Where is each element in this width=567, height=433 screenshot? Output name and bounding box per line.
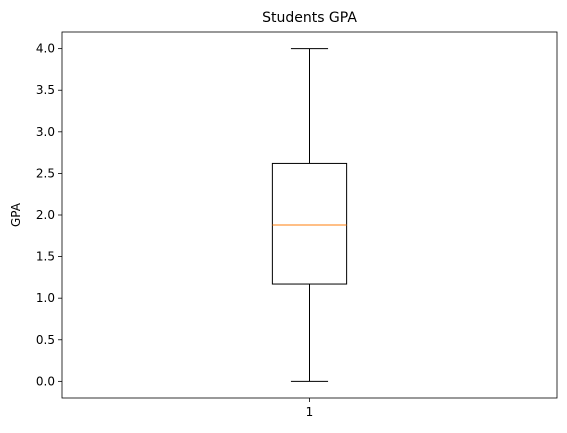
y-axis: 0.0 0.5 1.0 1.5 2.0 2.5 3.0 3.5 4.0 [36,42,62,388]
plot-area [271,48,348,382]
y-tick-label: 0.5 [36,333,55,347]
y-tick-label: 2.5 [36,166,55,180]
x-axis: 1 [306,398,314,419]
x-tick-label: 1 [306,405,314,419]
y-axis-label: GPA [9,202,23,227]
y-tick-label: 1.5 [36,250,55,264]
y-tick-label: 3.5 [36,83,55,97]
y-tick-label: 4.0 [36,42,55,56]
box-iqr [271,162,348,285]
y-tick-label: 1.0 [36,291,55,305]
chart-title: Students GPA [262,10,357,26]
box-plot-1 [271,48,348,382]
y-tick-label: 3.0 [36,125,55,139]
y-tick-label: 0.0 [36,374,55,388]
y-tick-label: 2.0 [36,208,55,222]
